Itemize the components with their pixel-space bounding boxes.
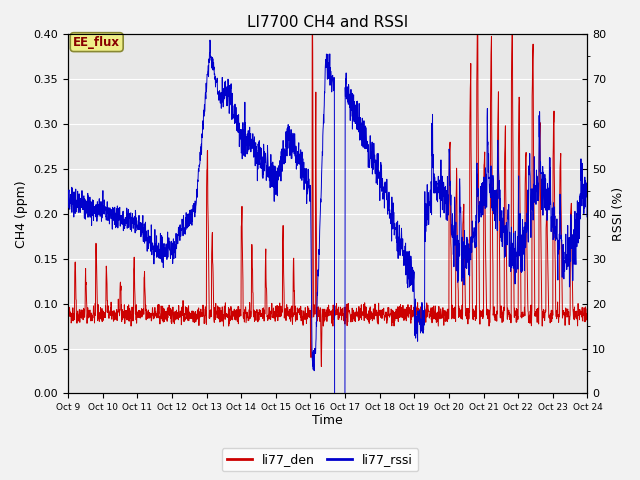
Text: EE_flux: EE_flux: [73, 36, 120, 48]
Legend: li77_den, li77_rssi: li77_den, li77_rssi: [222, 448, 418, 471]
X-axis label: Time: Time: [312, 414, 343, 427]
Title: LI7700 CH4 and RSSI: LI7700 CH4 and RSSI: [247, 15, 408, 30]
Y-axis label: RSSI (%): RSSI (%): [612, 187, 625, 241]
Y-axis label: CH4 (ppm): CH4 (ppm): [15, 180, 28, 248]
